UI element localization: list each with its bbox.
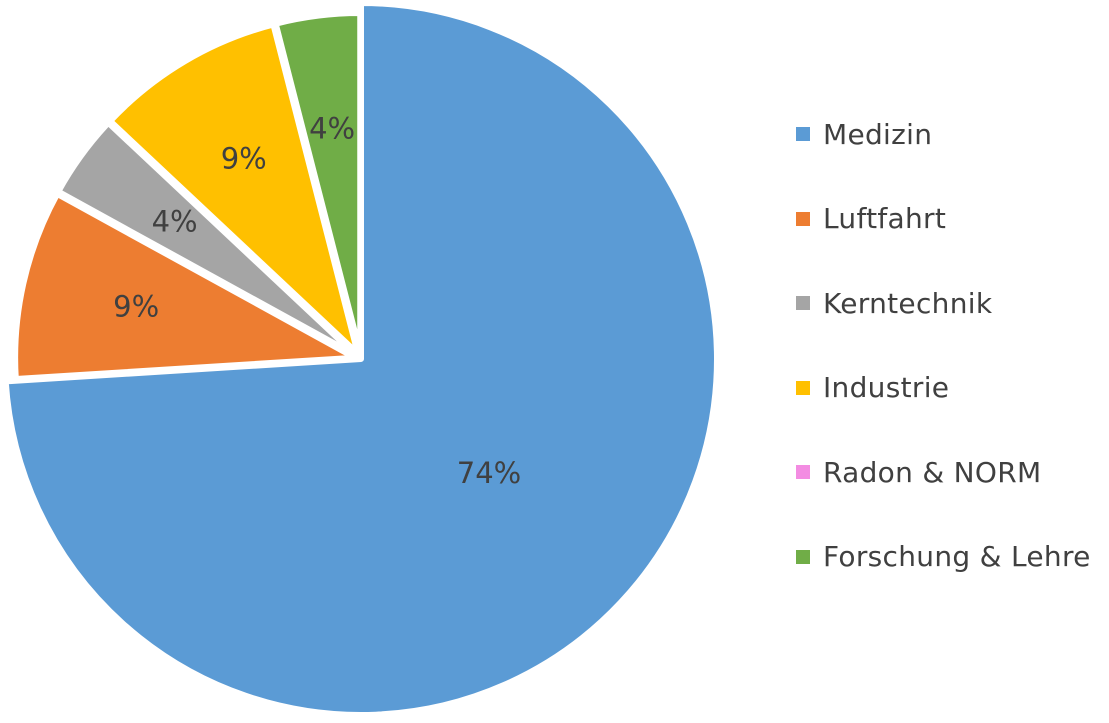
- legend-label-medizin: Medizin: [823, 117, 933, 151]
- legend-label-radon-norm: Radon & NORM: [823, 455, 1042, 489]
- data-label-industrie: 9%: [221, 142, 267, 176]
- legend-item-kerntechnik: Kerntechnik: [796, 281, 992, 325]
- data-label-forschung-lehre: 4%: [309, 111, 355, 145]
- data-label-luftfahrt: 9%: [113, 290, 159, 324]
- legend-swatch-kerntechnik: [796, 296, 810, 310]
- pie-slice-industrie: [107, 21, 361, 357]
- legend-swatch-radon-norm: [796, 465, 810, 479]
- pie-slices: [2, 0, 720, 718]
- legend-label-luftfahrt: Luftfahrt: [823, 202, 947, 235]
- legend-item-medizin: Medizin: [796, 112, 932, 156]
- legend-swatch-medizin: [796, 127, 810, 141]
- legend-swatch-industrie: [796, 380, 810, 395]
- legend-item-luftfahrt: Luftfahrt: [796, 197, 946, 241]
- pie-slice-luftfahrt: [12, 190, 359, 383]
- legend-swatch-forschung-lehre: [796, 549, 810, 564]
- legend-label-industrie: Industrie: [823, 371, 950, 404]
- legend-item-industrie: Industrie: [796, 366, 949, 410]
- data-label-medizin: 74%: [457, 456, 521, 490]
- pie-slice-medizin: [2, 0, 720, 718]
- legend-label-kerntechnik: Kerntechnik: [823, 286, 993, 320]
- pie-data-labels: 74% 9% 4% 9% 4%: [113, 111, 521, 490]
- legend-item-forschung-lehre: Forschung & Lehre: [796, 535, 1091, 579]
- pie-slice-forschung-lehre: [272, 10, 364, 357]
- legend-label-forschung-lehre: Forschung & Lehre: [823, 540, 1091, 573]
- legend-item-radon-norm: Radon & NORM: [796, 450, 1041, 494]
- legend-swatch-luftfahrt: [796, 211, 810, 226]
- data-label-kerntechnik: 4%: [152, 205, 198, 239]
